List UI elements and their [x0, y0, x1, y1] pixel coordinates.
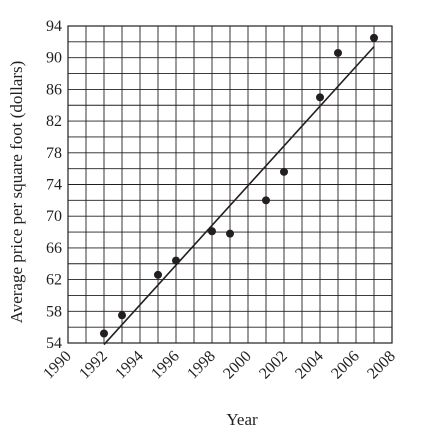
trend-line [103, 46, 375, 346]
y-tick-labels: 54 58 62 66 70 74 78 82 86 90 94 [46, 18, 62, 352]
x-tick-label: 2004 [292, 348, 327, 383]
y-axis-title: Average price per square foot (dollars) [7, 61, 26, 324]
plot-frame [67, 25, 393, 344]
data-point [226, 229, 234, 238]
x-tick-label: 1998 [184, 348, 219, 383]
data-point [280, 167, 288, 176]
y-tick-label: 62 [46, 272, 62, 289]
x-axis-title: Year [226, 410, 258, 429]
x-tick-label: 2006 [328, 348, 363, 383]
data-point [334, 48, 342, 57]
data-point [100, 329, 108, 338]
data-points [100, 33, 378, 338]
data-point [154, 270, 162, 279]
y-tick-label: 70 [46, 208, 62, 225]
data-point [208, 227, 216, 236]
y-tick-label: 90 [46, 50, 62, 67]
x-tick-label: 1990 [40, 348, 75, 383]
y-tick-label: 54 [46, 335, 62, 352]
x-tick-label: 2008 [364, 348, 399, 383]
data-point [370, 33, 378, 42]
data-point [262, 196, 270, 205]
x-tick-label: 1994 [112, 348, 147, 383]
y-tick-label: 86 [46, 81, 62, 98]
data-point [316, 93, 324, 102]
x-tick-label: 1992 [76, 348, 111, 383]
grid-lines [67, 25, 393, 344]
y-tick-label: 58 [46, 303, 62, 320]
x-tick-labels: 1990 1992 1994 1996 1998 2000 2002 2004 2006 2008 [40, 348, 399, 383]
x-tick-label: 2002 [256, 348, 291, 383]
y-tick-label: 94 [46, 18, 62, 35]
y-tick-label: 78 [46, 145, 62, 162]
y-tick-label: 66 [46, 240, 62, 257]
data-point [118, 311, 126, 320]
y-tick-label: 82 [46, 113, 62, 130]
x-tick-label: 1996 [148, 348, 183, 383]
y-tick-label: 74 [46, 177, 62, 194]
data-point [172, 256, 180, 265]
x-tick-label: 2000 [220, 348, 255, 383]
